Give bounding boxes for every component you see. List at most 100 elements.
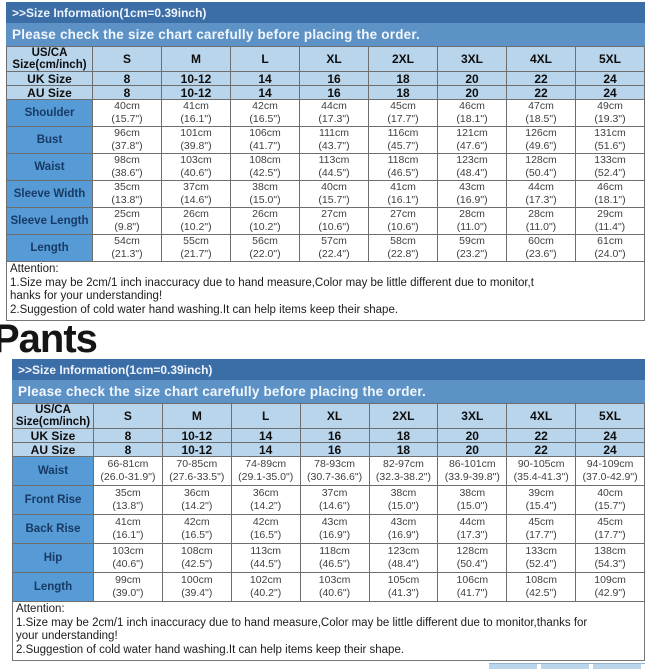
measurement-cell: 44cm (17.3") xyxy=(437,514,508,544)
size-value-cell: 10-12 xyxy=(161,442,232,457)
size-system-row: UK Size 8 10-12 14 16 18 20 22 24 xyxy=(6,71,645,86)
measurement-cell: 106cm (41.7") xyxy=(230,126,300,154)
size-column-header: S xyxy=(93,403,163,429)
measurement-cell: 43cm (16.9") xyxy=(299,514,370,544)
measurement-cell: 43cm (16.9") xyxy=(437,180,507,208)
measurement-cell: 118cm (46.5") xyxy=(368,153,438,181)
measurement-cell: 40cm (15.7") xyxy=(92,99,162,127)
size-column-header: 4XL xyxy=(506,403,577,429)
attention-line: Attention: xyxy=(16,603,65,615)
measurement-cell: 102cm (40.2") xyxy=(230,572,301,602)
measurement-cell: 103cm (40.6") xyxy=(161,153,231,181)
size-value-cell: 18 xyxy=(368,428,439,443)
measurement-cell: 45cm (17.7") xyxy=(575,514,645,544)
measurement-cell: 74-89cm (29.1-35.0") xyxy=(230,456,301,486)
measurement-cell: 133cm (52.4") xyxy=(506,543,577,573)
measurement-cell: 128cm (50.4") xyxy=(506,153,576,181)
size-column-header: XL xyxy=(299,46,369,72)
measurement-cell: 46cm (18.1") xyxy=(575,180,645,208)
pants-attention-note: Attention: 1.Size may be 2cm/1 inch inacc… xyxy=(12,602,645,661)
measurement-label: Sleeve Length xyxy=(6,207,93,235)
measurement-cell: 49cm (19.3") xyxy=(575,99,645,127)
measurement-cell: 98cm (38.6") xyxy=(92,153,162,181)
measurement-cell: 121cm (47.6") xyxy=(437,126,507,154)
measurement-row: Bust 96cm (37.8") 101cm (39.8") 106cm (41.7") 1… xyxy=(6,126,645,154)
measurement-cell: 58cm (22.8") xyxy=(368,234,438,262)
attention-line: 1.Size may be 2cm/1 inch inaccuracy due … xyxy=(16,616,588,629)
measurement-cell: 113cm (44.5") xyxy=(299,153,369,181)
measurement-cell: 46cm (18.1") xyxy=(437,99,507,127)
size-column-header: 3XL xyxy=(437,46,507,72)
size-value-cell: 22 xyxy=(506,442,577,457)
measurement-cell: 101cm (39.8") xyxy=(161,126,231,154)
size-value-cell: 14 xyxy=(230,85,300,100)
measurement-cell: 43cm (16.9") xyxy=(368,514,439,544)
measurement-row: Shoulder 40cm (15.7") 41cm (16.1") 42cm (16.5"… xyxy=(6,99,645,127)
measurement-cell: 25cm (9.8") xyxy=(92,207,162,235)
pants-size-table: US/CA Size(cm/inch) S M L XL 2XL 3XL 4XL 5XL UK Si… xyxy=(12,403,645,602)
measurement-cell: 40cm (15.7") xyxy=(575,485,645,515)
corner-cell: US/CA Size(cm/inch) xyxy=(6,46,93,72)
measurement-cell: 103cm (40.6") xyxy=(299,572,370,602)
size-system-row: UK Size 8 10-12 14 16 18 20 22 24 xyxy=(12,428,645,443)
size-value-cell: 24 xyxy=(575,71,645,86)
measurement-cell: 116cm (45.7") xyxy=(368,126,438,154)
size-value-cell: 24 xyxy=(575,442,645,457)
measurement-cell: 86-101cm (33.9-39.8") xyxy=(437,456,508,486)
measurement-row: Length 99cm (39.0") 100cm (39.4") 102cm (40.2"… xyxy=(12,572,645,602)
size-value-cell: 22 xyxy=(506,85,576,100)
measurement-label: Bust xyxy=(6,126,93,154)
measurement-cell: 41cm (16.1") xyxy=(93,514,163,544)
attention-line: your understanding! xyxy=(16,630,118,642)
measurement-cell: 56cm (22.0") xyxy=(230,234,300,262)
size-system-row: AU Size 8 10-12 14 16 18 20 22 24 xyxy=(6,85,645,100)
measurement-row: Hip 103cm (40.6") 108cm (42.5") 113cm (44.5") 1… xyxy=(12,543,645,573)
measurement-cell: 103cm (40.6") xyxy=(93,543,163,573)
size-value-cell: 14 xyxy=(230,71,300,86)
measurement-label: Sleeve Width xyxy=(6,180,93,208)
size-value-cell: 22 xyxy=(506,428,577,443)
measurement-row: Waist 66-81cm (26.0-31.9") 70-85cm (27.6-33.… xyxy=(12,456,645,486)
shirt-size-chart: >>Size Information(1cm=0.39inch) Please … xyxy=(6,2,645,321)
size-system-label: UK Size xyxy=(12,428,94,443)
measurement-label: Back Rise xyxy=(12,514,94,544)
measurement-cell: 70-85cm (27.6-33.5") xyxy=(161,456,232,486)
measurement-row: Length 54cm (21.3") 55cm (21.7") 56cm (22.0") 5… xyxy=(6,234,645,262)
measurement-cell: 42cm (16.5") xyxy=(230,99,300,127)
size-column-header: 2XL xyxy=(368,403,439,429)
size-value-cell: 20 xyxy=(437,442,508,457)
measurement-cell: 100cm (39.4") xyxy=(161,572,232,602)
measurement-cell: 123cm (48.4") xyxy=(437,153,507,181)
measurement-cell: 55cm (21.7") xyxy=(161,234,231,262)
measurement-cell: 35cm (13.8") xyxy=(93,485,163,515)
size-column-header: 2XL xyxy=(368,46,438,72)
measurement-cell: 99cm (39.0") xyxy=(93,572,163,602)
size-system-row: AU Size 8 10-12 14 16 18 20 22 24 xyxy=(12,442,645,457)
measurement-cell: 128cm (50.4") xyxy=(437,543,508,573)
measurement-cell: 131cm (51.6") xyxy=(575,126,645,154)
measurement-cell: 138cm (54.3") xyxy=(575,543,645,573)
size-value-cell: 10-12 xyxy=(161,85,231,100)
size-column-header: M xyxy=(161,46,231,72)
attention-line: Attention: xyxy=(10,263,59,275)
size-column-header: L xyxy=(230,46,300,72)
measurement-cell: 37cm (14.6") xyxy=(161,180,231,208)
measurement-cell: 44cm (17.3") xyxy=(506,180,576,208)
attention-line: hanks for your understanding! xyxy=(10,290,163,302)
pants-check-chart-notice-bar: Please check the size chart carefully be… xyxy=(12,380,645,403)
size-value-cell: 16 xyxy=(299,442,370,457)
measurement-cell: 118cm (46.5") xyxy=(299,543,370,573)
measurement-cell: 82-97cm (32.3-38.2") xyxy=(368,456,439,486)
measurement-row: Sleeve Length 25cm (9.8") 26cm (10.2") 26cm (1… xyxy=(6,207,645,235)
measurement-cell: 133cm (52.4") xyxy=(575,153,645,181)
size-value-cell: 16 xyxy=(299,71,369,86)
measurement-cell: 29cm (11.4") xyxy=(575,207,645,235)
measurement-cell: 109cm (42.9") xyxy=(575,572,645,602)
measurement-cell: 41cm (16.1") xyxy=(161,99,231,127)
size-system-label: AU Size xyxy=(12,442,94,457)
attention-line: 2.Suggestion of cold water hand washing.… xyxy=(16,643,405,656)
shirt-size-table: US/CA Size(cm/inch) S M L XL 2XL 3XL 4XL 5XL UK Si… xyxy=(6,46,645,262)
size-column-header: M xyxy=(161,403,232,429)
size-value-cell: 16 xyxy=(299,428,370,443)
